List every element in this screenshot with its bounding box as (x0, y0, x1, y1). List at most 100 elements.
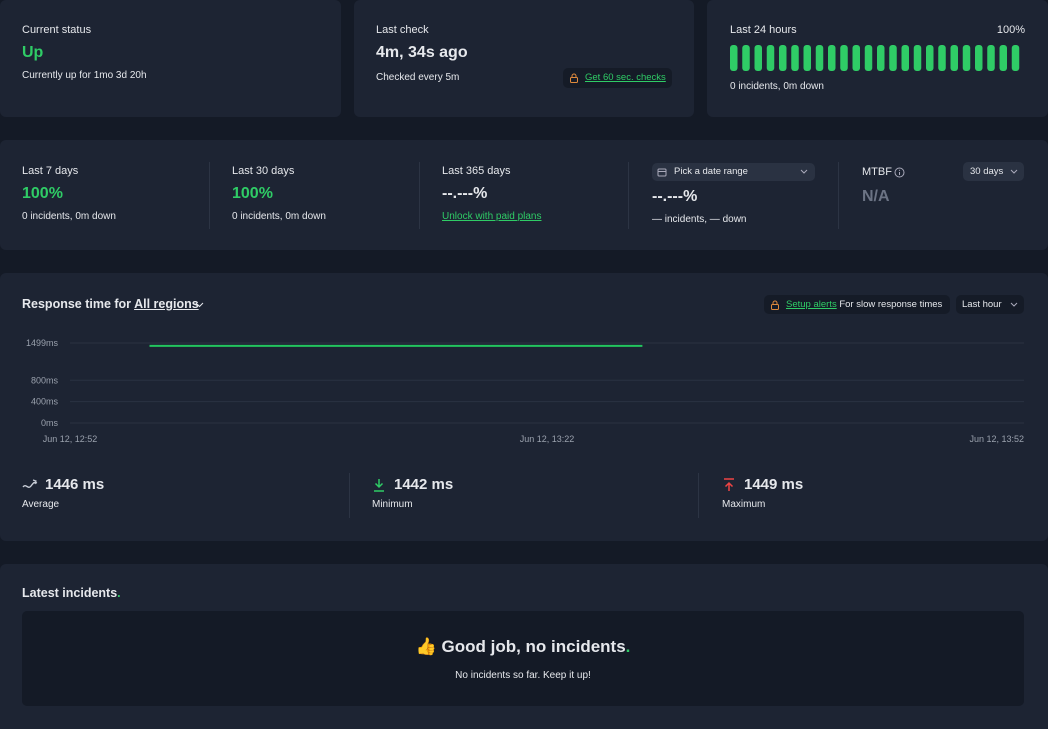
title: Latest incidents (22, 586, 118, 600)
chevron (1010, 302, 1018, 307)
thumbs-icon: 👍 (415, 637, 437, 656)
detail: 0 incidents, 0m down (730, 81, 824, 92)
divider (419, 162, 420, 229)
empty-title-text: Good job, no incidents (441, 637, 626, 656)
status-bar (999, 45, 1007, 71)
value: 100% (232, 185, 273, 202)
chevron[interactable] (195, 302, 204, 308)
detail: — incidents, — down (652, 214, 747, 225)
title-dot: . (117, 586, 121, 600)
status-bar (950, 45, 958, 71)
value: --.---% (652, 188, 698, 205)
x-tick-label: Jun 12, 13:52 (969, 434, 1024, 444)
range-text: 30 days (970, 166, 1004, 177)
detail: Currently up for 1mo 3d 20h (22, 70, 147, 81)
detail: Checked every 5m (376, 72, 460, 83)
minimum-icon (374, 479, 384, 492)
divider (628, 162, 629, 229)
status-bar (828, 45, 836, 71)
status-bar (913, 45, 922, 71)
response-card: Response time for All regions Setup aler… (0, 273, 1048, 541)
status-bar (938, 45, 946, 71)
label: Last 30 days (232, 165, 295, 177)
status-bar (987, 45, 995, 71)
status-bar (742, 45, 750, 71)
divider (209, 162, 210, 229)
x-tick-label: Jun 12, 13:22 (520, 434, 575, 444)
stat-label: Minimum (372, 499, 413, 510)
unlock-link[interactable]: Unlock with paid plans (442, 211, 542, 222)
response-title: Response time for All regions (22, 297, 199, 311)
status-card: Current status Up Currently up for 1mo 3… (0, 0, 341, 117)
range-text: Last hour (962, 299, 1002, 310)
status-bar (803, 45, 811, 71)
status-bar (889, 45, 897, 71)
status-bar (815, 45, 824, 71)
chevron (800, 169, 808, 174)
alerts-pill[interactable]: Setup alerts For slow response times (764, 295, 950, 314)
periods-card: Last 7 days 100% 0 incidents, 0m down La… (0, 140, 1048, 250)
chevron (1010, 169, 1018, 174)
value: --.---% (442, 185, 488, 202)
empty-title-dot: . (625, 637, 631, 656)
percent: 100% (996, 24, 1025, 36)
status-bar (877, 45, 885, 71)
y-tick-label: 1499ms (26, 338, 59, 348)
range-select[interactable]: Last hour (956, 295, 1024, 314)
empty-text: No incidents so far. Keep it up! (455, 670, 591, 681)
upgrade-link[interactable]: Get 60 sec. checks (585, 72, 666, 83)
upgrade-pill[interactable]: Get 60 sec. checks (563, 68, 672, 88)
status-bar (975, 45, 983, 71)
stat-value: 1449 ms (744, 476, 804, 493)
status-bar (852, 45, 860, 71)
divider (698, 473, 699, 518)
status-bar (864, 45, 873, 71)
lock-icon (570, 73, 578, 83)
label: Last check (376, 24, 429, 36)
response-chart: 0ms 400ms 800ms 1499ms Jun 12, 12:52 Jun 12, … (26, 338, 1024, 444)
label: Last 24 hours (730, 24, 797, 36)
stat-value: 1446 ms (45, 476, 105, 493)
status-bar (779, 45, 787, 71)
empty-state: 👍 Good job, no incidents. No incidents s… (22, 611, 1024, 706)
y-tick-label: 400ms (31, 397, 59, 407)
status-bar (901, 45, 909, 71)
incidents-card: Latest incidents. 👍 Good job, no inciden… (0, 564, 1048, 729)
status-bar (840, 45, 848, 71)
region-select[interactable]: All regions (134, 297, 199, 311)
status-bar (766, 45, 775, 71)
stat-label: Maximum (722, 499, 766, 510)
range-select[interactable]: 30 days (963, 162, 1024, 181)
label: Current status (22, 24, 92, 36)
label: Last 365 days (442, 165, 511, 177)
detail: 0 incidents, 0m down (232, 211, 326, 222)
status-bar (962, 45, 971, 71)
label: MTBF (862, 166, 892, 178)
maximum-icon (724, 478, 734, 491)
label: Last 7 days (22, 165, 79, 177)
divider (349, 473, 350, 518)
value: 100% (22, 185, 63, 202)
picker-text: Pick a date range (674, 166, 748, 177)
last-check-card: Last check 4m, 34s ago Checked every 5m … (354, 0, 694, 117)
date-picker[interactable]: Pick a date range (652, 163, 815, 181)
value: 4m, 34s ago (376, 44, 468, 61)
status-bar (1011, 45, 1020, 71)
status-bar (926, 45, 934, 71)
info-icon[interactable] (894, 167, 905, 178)
status-bar (730, 45, 738, 71)
stat-label: Average (22, 499, 60, 510)
detail: 0 incidents, 0m down (22, 211, 116, 222)
empty-title: 👍 Good job, no incidents. (22, 636, 1024, 658)
title: Response time for (22, 297, 132, 311)
value: N/A (862, 188, 890, 205)
status-bars (730, 45, 1020, 71)
y-tick-label: 800ms (31, 375, 59, 385)
alerts-text: Setup alerts For slow response times (786, 298, 942, 312)
status-value: Up (22, 44, 44, 61)
alerts-note: For slow response times (839, 299, 943, 310)
last-24h-card: Last 24 hours 100% 0 incidents, 0m down (707, 0, 1048, 117)
alerts-link[interactable]: Setup alerts (786, 299, 837, 310)
lock-icon (771, 300, 779, 310)
